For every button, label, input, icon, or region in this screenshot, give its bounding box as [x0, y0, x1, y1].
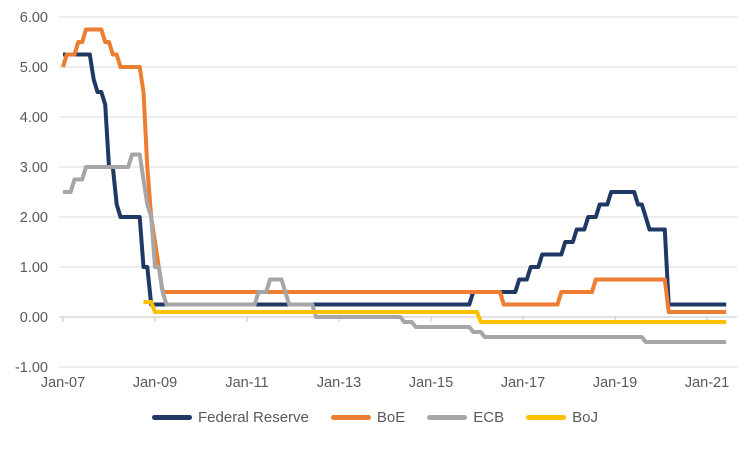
- legend-label-ecb: ECB: [473, 409, 505, 426]
- legend-label-boe: BoE: [376, 409, 406, 426]
- legend-swatch-boe: [330, 415, 371, 420]
- legend-label-federal-reserve: Federal Reserve: [198, 409, 309, 426]
- x-axis-tick-label: Jan-13: [317, 375, 361, 391]
- legend-item-boj: BoJ: [526, 409, 598, 426]
- y-axis-tick-label: 6.00: [20, 10, 48, 26]
- legend-item-federal-reserve: Federal Reserve: [152, 409, 309, 426]
- x-axis-tick-label: Jan-11: [225, 375, 268, 391]
- x-axis-tick-label: Jan-09: [133, 375, 177, 391]
- y-axis-tick-label: 0.00: [20, 310, 48, 326]
- y-axis-tick-label: 4.00: [20, 110, 48, 126]
- series-line-boj: [143, 300, 727, 324]
- y-axis-tick-label: 2.00: [20, 210, 48, 226]
- series-line-ecb: [63, 152, 727, 344]
- legend-label-boj: BoJ: [572, 409, 598, 426]
- legend-item-ecb: ECB: [427, 409, 504, 426]
- y-axis-tick-label: 1.00: [20, 260, 48, 276]
- legend-swatch-federal-reserve: [152, 415, 193, 420]
- legend-item-boe: BoE: [330, 409, 406, 426]
- x-axis-tick-label: Jan-21: [685, 375, 729, 391]
- x-axis-tick-label: Jan-07: [41, 375, 85, 391]
- x-axis-tick-label: Jan-17: [501, 375, 545, 391]
- x-axis-tick-label: Jan-15: [409, 375, 453, 391]
- series-line-boe: [61, 27, 727, 314]
- y-axis-tick-label: 3.00: [20, 160, 48, 176]
- y-axis-tick-label: -1.00: [15, 360, 48, 376]
- legend-swatch-ecb: [427, 415, 468, 420]
- legend-swatch-boj: [526, 415, 567, 420]
- chart-legend: Federal Reserve BoE ECB BoJ: [0, 409, 750, 426]
- x-axis-tick-label: Jan-19: [593, 375, 637, 391]
- y-axis-tick-label: 5.00: [20, 60, 48, 76]
